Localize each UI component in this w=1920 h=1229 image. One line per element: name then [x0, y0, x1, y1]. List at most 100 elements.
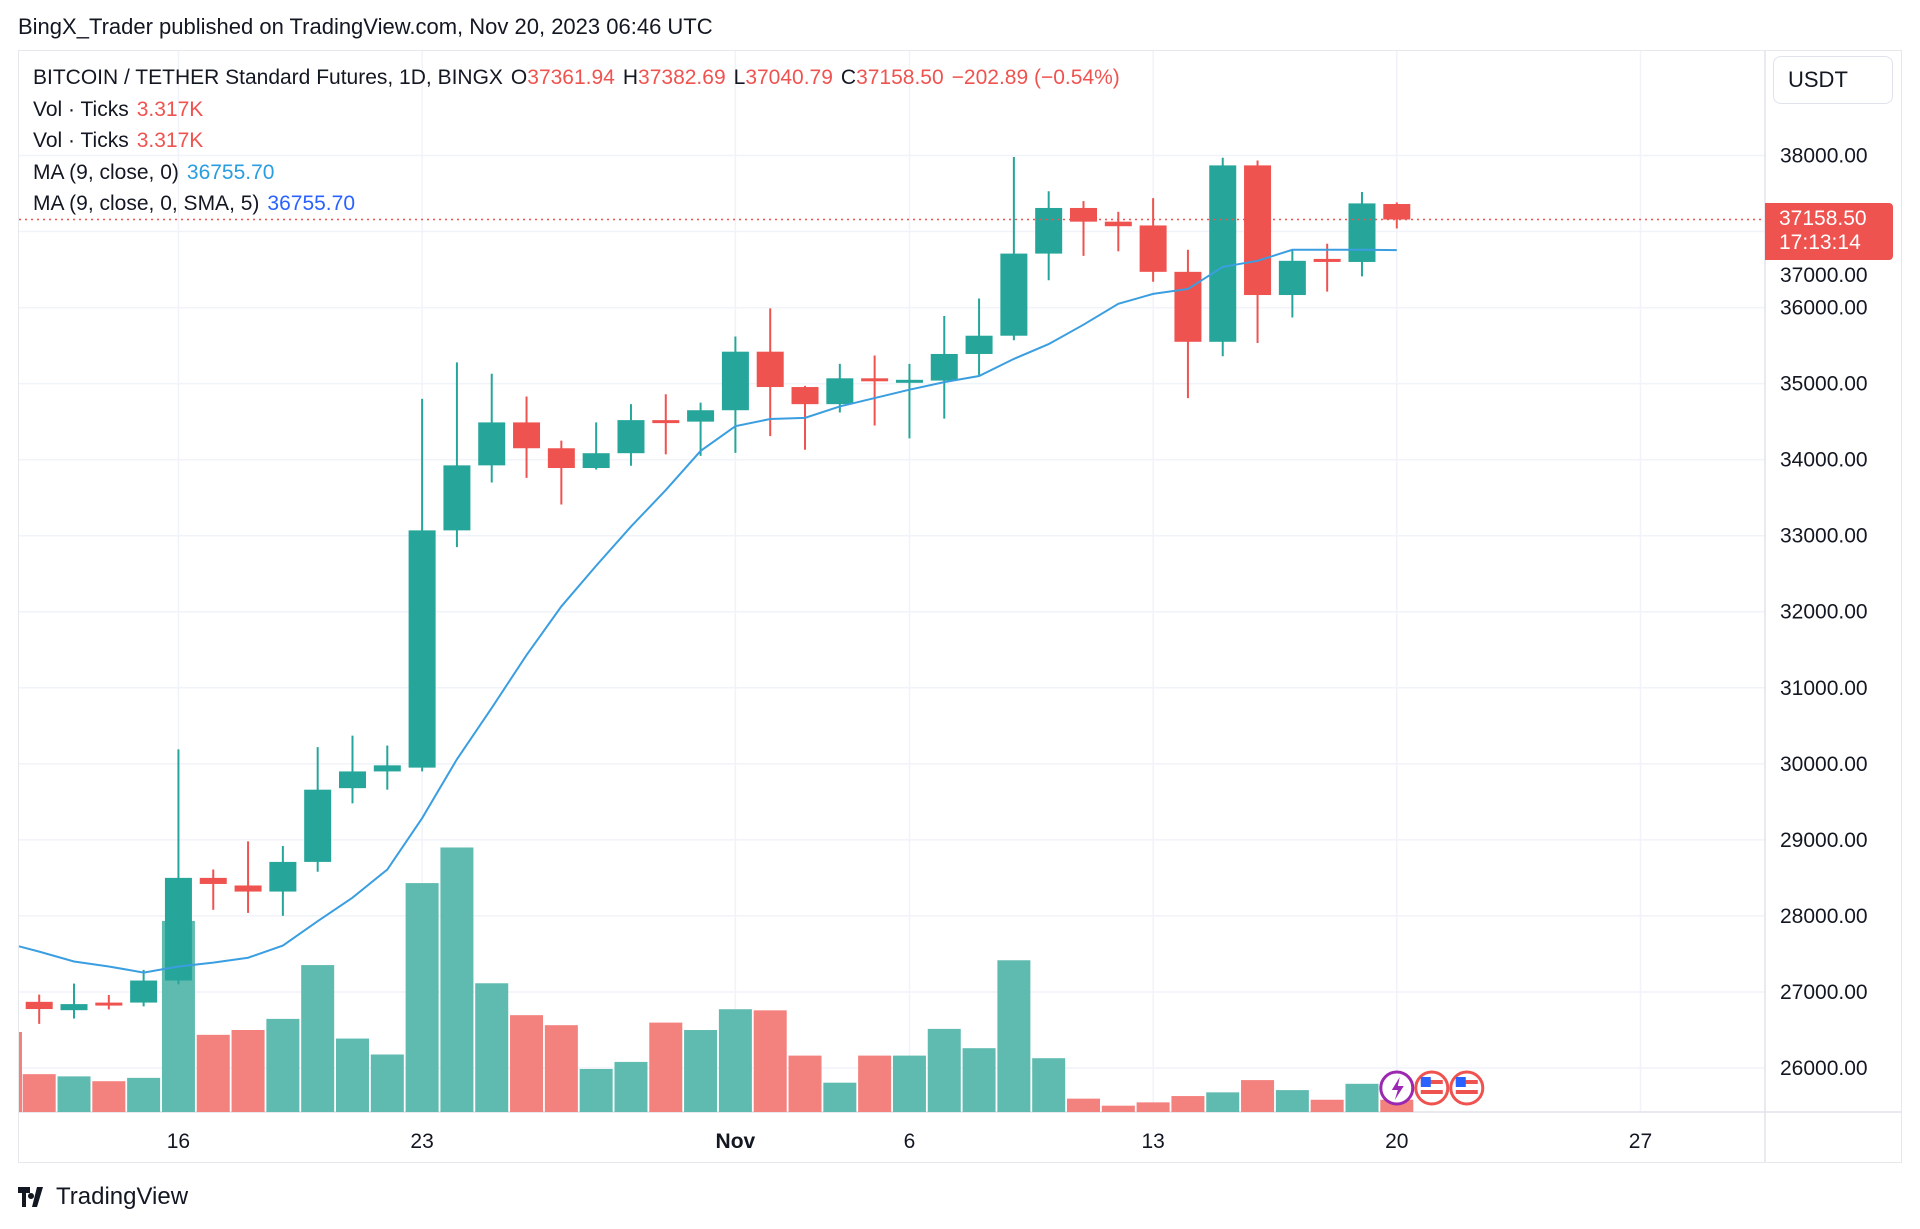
candle-body[interactable]	[130, 980, 158, 1003]
time-tick-label: 27	[1629, 1130, 1652, 1153]
candle-body[interactable]	[617, 420, 645, 454]
candle-body[interactable]	[861, 378, 889, 382]
volume-bar	[753, 1010, 787, 1112]
volume-label: Vol · Ticks	[33, 129, 129, 152]
candle-body[interactable]	[547, 448, 575, 469]
candle-body[interactable]	[1278, 260, 1306, 296]
volume-legend-1[interactable]: Vol · Ticks 3.317K	[33, 98, 211, 122]
ma-legend-1[interactable]: MA (9, close, 0) 36755.70	[33, 161, 282, 185]
tradingview-logo[interactable]: TradingView	[18, 1183, 188, 1211]
candle-body[interactable]	[721, 351, 749, 411]
price-tick-label: 31000.00	[1780, 677, 1868, 700]
ma-value: 36755.70	[186, 161, 275, 184]
low-label: L	[733, 66, 746, 89]
volume-bar	[1241, 1080, 1275, 1112]
candle-body[interactable]	[373, 765, 401, 772]
change-value: −202.89 (−0.54%)	[951, 66, 1120, 89]
close-label: C	[840, 66, 857, 89]
candle-body[interactable]	[443, 465, 471, 531]
candle-body[interactable]	[895, 379, 923, 383]
candle-body[interactable]	[60, 1004, 88, 1011]
publish-info: BingX_Trader published on TradingView.co…	[18, 14, 713, 39]
volume-bar	[718, 1009, 752, 1112]
price-tick-label: 37000.00	[1780, 264, 1868, 287]
candle-body[interactable]	[338, 771, 366, 789]
candle-body[interactable]	[1139, 225, 1167, 272]
candle-body[interactable]	[408, 530, 436, 768]
candle-body[interactable]	[1035, 207, 1063, 254]
candle-body[interactable]	[269, 861, 297, 892]
time-tick-label: 23	[410, 1130, 433, 1153]
volume-bar	[1171, 1096, 1205, 1112]
candle-body[interactable]	[95, 1002, 123, 1006]
price-tick-label: 36000.00	[1780, 297, 1868, 320]
us-flag-canton	[1420, 1077, 1431, 1087]
volume-bar	[1206, 1092, 1240, 1112]
candle-body[interactable]	[234, 885, 262, 892]
volume-bar	[579, 1068, 613, 1112]
volume-bar	[301, 965, 335, 1112]
ma-label: MA (9, close, 0, SMA, 5)	[33, 192, 260, 215]
candle-body[interactable]	[1209, 165, 1237, 342]
candle-body[interactable]	[930, 353, 958, 381]
candle-body[interactable]	[756, 351, 784, 388]
us-flag-stripe	[1455, 1090, 1478, 1094]
volume-bar	[544, 1025, 578, 1112]
candle-body[interactable]	[1383, 204, 1411, 220]
volume-bar	[962, 1048, 996, 1112]
us-economic-event-icon[interactable]	[1414, 1070, 1450, 1106]
us-flag-canton	[1455, 1077, 1466, 1087]
price-tick-label: 35000.00	[1780, 373, 1868, 396]
candle-body[interactable]	[164, 877, 192, 981]
candle-body[interactable]	[791, 387, 819, 405]
candle-body[interactable]	[478, 422, 506, 466]
candle-body[interactable]	[1313, 258, 1341, 262]
ma-legend-2[interactable]: MA (9, close, 0, SMA, 5) 36755.70	[33, 192, 363, 216]
time-tick-label: Nov	[716, 1130, 756, 1153]
currency-button[interactable]: USDT	[1773, 56, 1893, 104]
candle-body[interactable]	[25, 1001, 53, 1010]
volume-bar	[823, 1082, 857, 1112]
ma-label: MA (9, close, 0)	[33, 161, 179, 184]
us-flag-stripe	[1455, 1080, 1478, 1084]
us-economic-event-icon[interactable]	[1449, 1070, 1485, 1106]
volume-bar	[858, 1055, 892, 1112]
open-value: 37361.94	[527, 66, 615, 89]
moving-average-line[interactable]	[18, 248, 1397, 974]
volume-bar	[927, 1028, 961, 1112]
time-tick-label: 13	[1141, 1130, 1164, 1153]
candle-body[interactable]	[965, 335, 993, 354]
price-tick-label: 32000.00	[1780, 601, 1868, 624]
tradingview-logo-icon	[18, 1187, 43, 1207]
volume-bar	[440, 847, 474, 1112]
volume-bar	[231, 1030, 265, 1112]
chart-frame	[18, 50, 1902, 1163]
volume-bar	[1310, 1099, 1344, 1112]
price-tick-label: 28000.00	[1780, 905, 1868, 928]
volume-legend-2[interactable]: Vol · Ticks 3.317K	[33, 129, 211, 153]
volume-bar	[997, 960, 1031, 1112]
volume-bar	[127, 1077, 161, 1112]
price-tick-label: 34000.00	[1780, 449, 1868, 472]
candle-body[interactable]	[687, 410, 715, 422]
volume-bar	[266, 1018, 300, 1112]
price-tick-label: 33000.00	[1780, 525, 1868, 548]
high-label: H	[622, 66, 639, 89]
brand-name: TradingView	[56, 1183, 189, 1210]
candle-body[interactable]	[1244, 165, 1272, 296]
volume-bar	[335, 1038, 369, 1112]
candle-body[interactable]	[582, 453, 610, 469]
candle-body[interactable]	[652, 420, 680, 424]
candle-body[interactable]	[1104, 221, 1132, 227]
candle-body[interactable]	[1070, 207, 1097, 222]
candle-body[interactable]	[1348, 203, 1376, 262]
price-tick-label: 30000.00	[1780, 753, 1868, 776]
candle-body[interactable]	[1000, 253, 1028, 336]
symbol-title[interactable]: BITCOIN / TETHER Standard Futures, 1D, B…	[33, 66, 503, 89]
candle-body[interactable]	[304, 789, 332, 862]
candle-body[interactable]	[826, 378, 854, 405]
bar-countdown: 17:13:14	[1779, 231, 1861, 254]
candle-body[interactable]	[513, 422, 541, 449]
candle-body[interactable]	[199, 877, 227, 884]
